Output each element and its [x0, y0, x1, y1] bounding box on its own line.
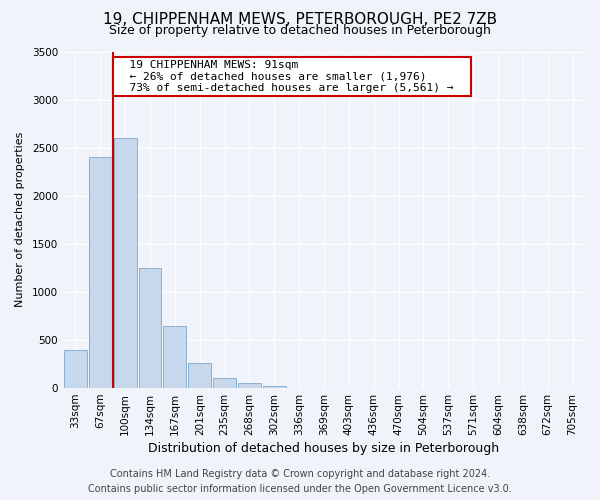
Bar — [163, 326, 187, 388]
Y-axis label: Number of detached properties: Number of detached properties — [15, 132, 25, 308]
Bar — [89, 158, 112, 388]
Text: Size of property relative to detached houses in Peterborough: Size of property relative to detached ho… — [109, 24, 491, 37]
X-axis label: Distribution of detached houses by size in Peterborough: Distribution of detached houses by size … — [148, 442, 500, 455]
Bar — [263, 386, 286, 388]
Bar — [213, 378, 236, 388]
Text: 19, CHIPPENHAM MEWS, PETERBOROUGH, PE2 7ZB: 19, CHIPPENHAM MEWS, PETERBOROUGH, PE2 7… — [103, 12, 497, 28]
Bar — [64, 350, 87, 388]
Bar — [188, 363, 211, 388]
Text: 19 CHIPPENHAM MEWS: 91sqm  
  ← 26% of detached houses are smaller (1,976)  
  7: 19 CHIPPENHAM MEWS: 91sqm ← 26% of detac… — [116, 60, 467, 93]
Bar — [139, 268, 161, 388]
Bar — [114, 138, 137, 388]
Bar — [238, 384, 261, 388]
Text: Contains HM Land Registry data © Crown copyright and database right 2024.
Contai: Contains HM Land Registry data © Crown c… — [88, 468, 512, 493]
